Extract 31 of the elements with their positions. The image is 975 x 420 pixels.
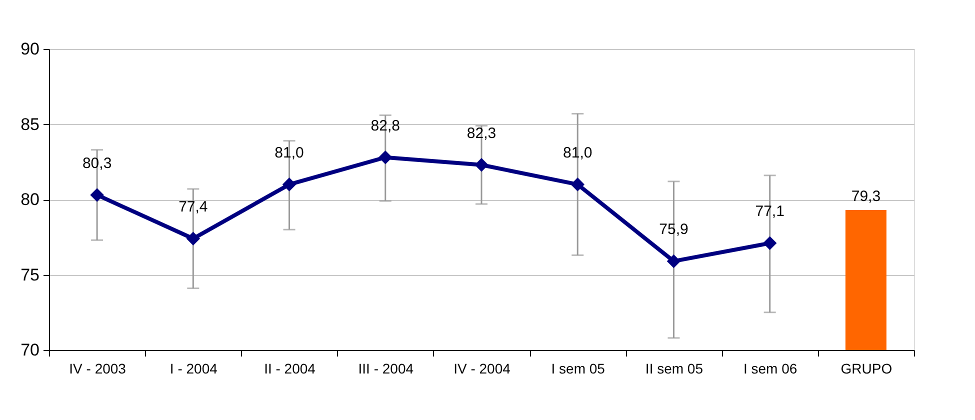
data-label: 81,0: [563, 144, 592, 162]
data-label: 81,0: [274, 144, 304, 162]
y-tick-label: 80: [20, 190, 40, 209]
point: [762, 236, 777, 250]
data-label: 75,9: [659, 221, 688, 238]
y-tick-label: 75: [20, 265, 40, 284]
point: [282, 178, 296, 192]
x-tick-label: I - 2004: [170, 360, 218, 376]
x-tick-label: III - 2004: [358, 360, 414, 376]
point: [570, 178, 585, 192]
y-tick-label: 90: [20, 40, 40, 58]
x-tick-label: GRUPO: [840, 360, 892, 376]
data-label: 77,1: [755, 203, 784, 220]
x-tick-label: II - 2004: [264, 360, 316, 376]
x-tick-label: IV - 2003: [69, 360, 126, 376]
x-tick-label: IV - 2004: [454, 360, 511, 376]
data-label: 82,3: [466, 124, 496, 142]
point: [186, 232, 200, 246]
y-tick-label: 70: [20, 340, 40, 360]
x-tick-label: II sem 05: [645, 360, 704, 376]
point: [474, 158, 488, 172]
x-tick-label: I sem 06: [743, 360, 798, 376]
point: [378, 150, 392, 164]
y-tick-label: 85: [20, 114, 40, 134]
data-label: 80,3: [82, 154, 112, 172]
data-label: 82,8: [370, 117, 400, 134]
point: [90, 188, 104, 202]
data-label: 79,3: [851, 188, 881, 206]
x-tick-label: I sem 05: [551, 360, 606, 376]
data-label: 77,4: [178, 198, 208, 216]
point: [666, 254, 681, 268]
